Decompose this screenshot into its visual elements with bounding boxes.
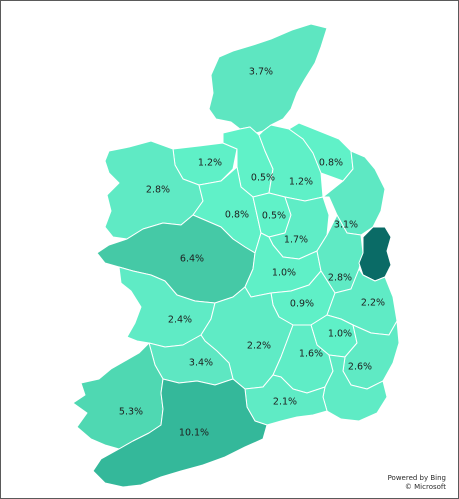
- label-cork: 10.1%: [179, 428, 209, 439]
- label-carlow: 1.0%: [328, 329, 352, 340]
- label-kilkenny: 1.6%: [299, 349, 323, 360]
- label-roscommon: 0.8%: [225, 210, 249, 221]
- label-tipperary: 2.2%: [247, 341, 271, 352]
- region-donegal[interactable]: [208, 23, 328, 135]
- attribution-powered-by: Powered by Bing: [387, 474, 446, 482]
- region-cork[interactable]: [92, 378, 268, 488]
- label-limerick: 3.4%: [189, 358, 213, 369]
- label-kerry: 5.3%: [119, 407, 143, 418]
- label-wexford: 2.1%: [273, 397, 297, 408]
- label-kildare: 2.2%: [361, 298, 385, 309]
- label-sligo: 1.2%: [198, 158, 222, 169]
- label-longford: 0.5%: [262, 211, 286, 222]
- attribution-copyright: © Microsoft: [404, 483, 446, 491]
- label-mayo: 2.8%: [146, 185, 170, 196]
- label-westmeath: 1.7%: [284, 235, 308, 246]
- region-dublin[interactable]: [358, 226, 392, 282]
- label-meath: 2.8%: [328, 273, 352, 284]
- region-louth[interactable]: [322, 150, 386, 236]
- label-clare: 2.4%: [168, 315, 192, 326]
- label-louth: 3.1%: [334, 220, 358, 231]
- label-offaly: 1.0%: [272, 268, 296, 279]
- label-leitrim: 0.5%: [251, 173, 275, 184]
- bing-attribution: Powered by Bing © Microsoft: [388, 474, 446, 492]
- label-cavan: 1.2%: [289, 177, 313, 188]
- label-wicklow: 2.6%: [348, 362, 372, 373]
- label-galway: 6.4%: [180, 254, 204, 265]
- label-monaghan: 0.8%: [319, 158, 343, 169]
- label-donegal: 3.7%: [249, 67, 273, 78]
- label-laois: 0.9%: [290, 299, 314, 310]
